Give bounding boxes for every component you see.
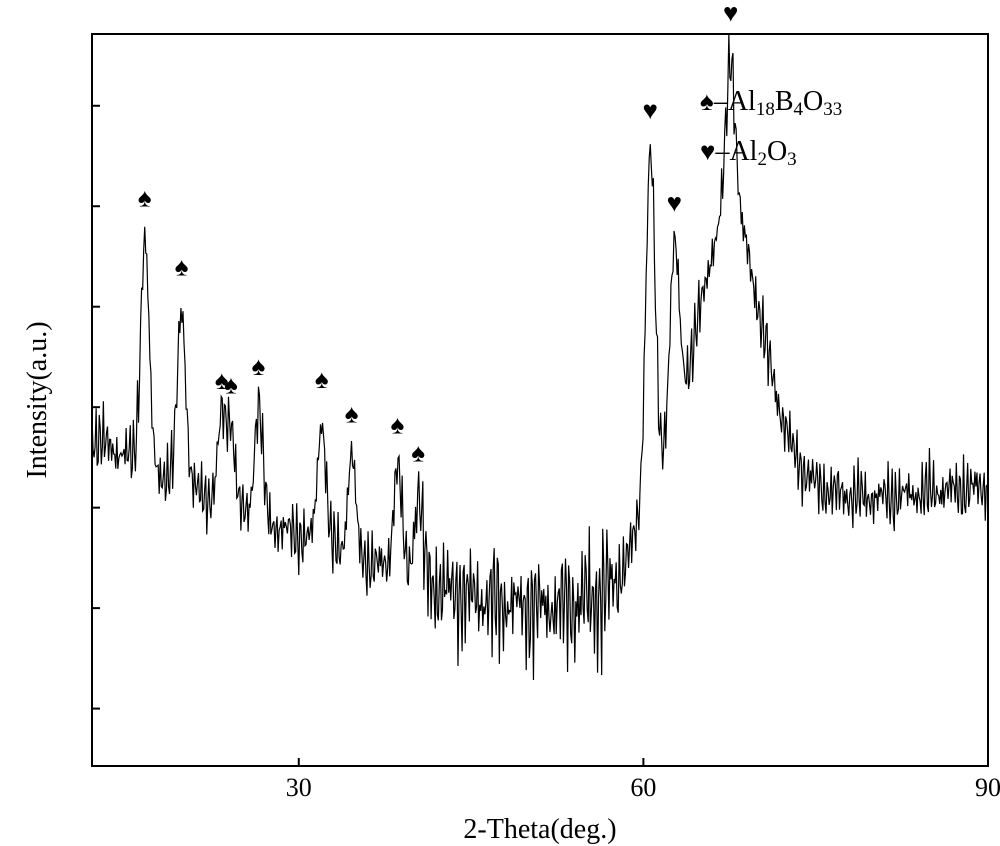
heart-peak-marker: ♥ bbox=[723, 0, 738, 28]
spade-peak-marker: ♠ bbox=[391, 411, 405, 440]
spade-peak-marker: ♠ bbox=[138, 184, 152, 213]
spade-peak-marker: ♠ bbox=[224, 370, 238, 399]
x-axis-label: 2-Theta(deg.) bbox=[463, 814, 616, 845]
figure-stage: ♠♠♠♠♠♠♠♠♠♥♥♥3060902-Theta(deg.)Intensity… bbox=[0, 0, 1000, 846]
heart-peak-marker: ♥ bbox=[643, 96, 658, 125]
x-tick-label: 90 bbox=[975, 773, 1000, 802]
spade-peak-marker: ♠ bbox=[175, 253, 189, 282]
heart-peak-marker: ♥ bbox=[667, 189, 682, 218]
x-tick-label: 30 bbox=[286, 773, 312, 802]
legend-item: ♥–Al2O3 bbox=[700, 136, 797, 170]
spade-peak-marker: ♠ bbox=[315, 365, 329, 394]
spade-peak-marker: ♠ bbox=[252, 352, 266, 381]
y-axis-label: Intensity(a.u.) bbox=[22, 321, 53, 478]
xrd-figure-svg: ♠♠♠♠♠♠♠♠♠♥♥♥3060902-Theta(deg.)Intensity… bbox=[0, 0, 1000, 846]
x-tick-label: 60 bbox=[630, 773, 656, 802]
spade-peak-marker: ♠ bbox=[411, 439, 425, 468]
spade-peak-marker: ♠ bbox=[345, 399, 359, 428]
